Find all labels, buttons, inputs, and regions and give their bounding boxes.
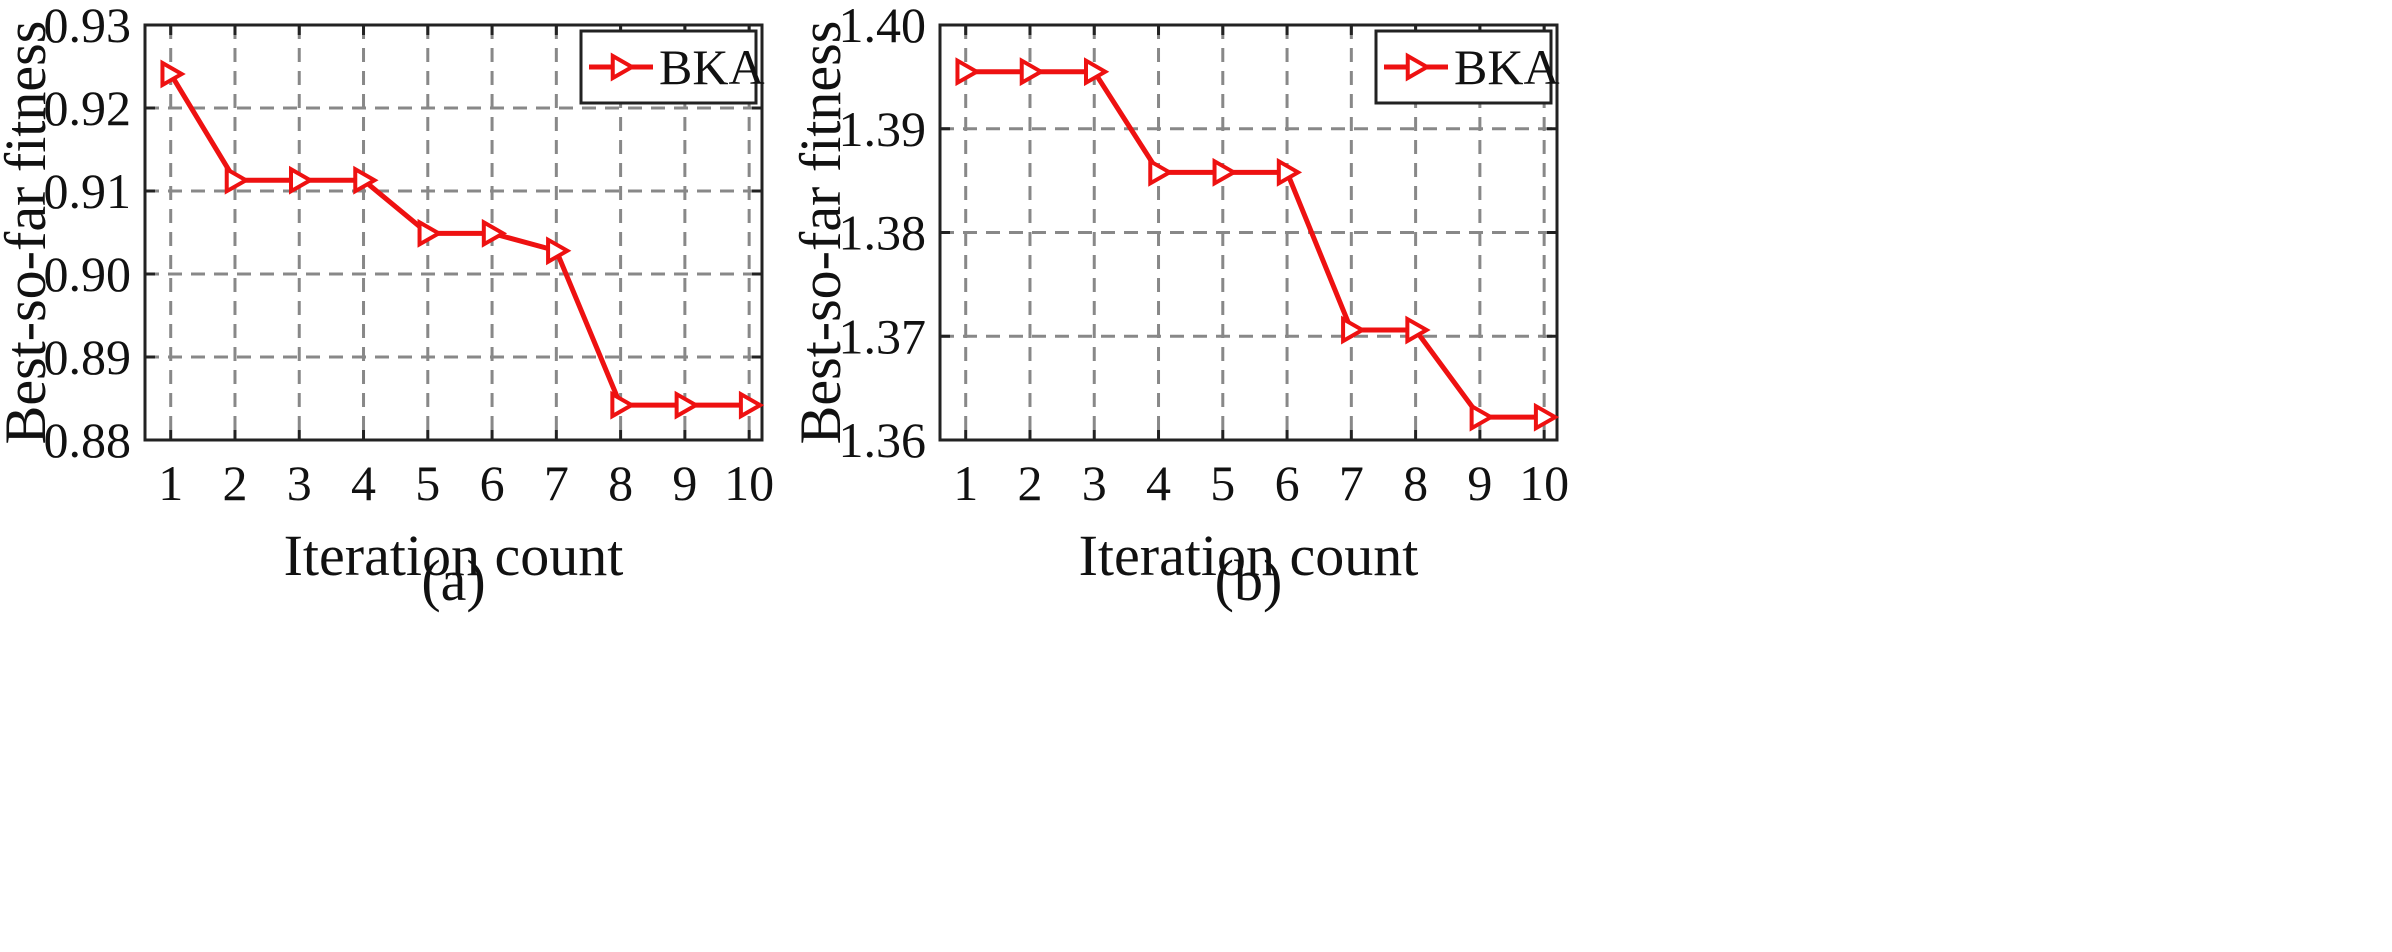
y-tick-label: 0.92 — [44, 80, 132, 136]
y-tick-label: 1.38 — [839, 205, 927, 261]
y-tick-label: 1.40 — [839, 0, 927, 53]
y-axis-label: Best-so-far fitness — [0, 21, 58, 445]
x-tick-label: 1 — [158, 455, 183, 511]
x-tick-label: 3 — [1082, 455, 1107, 511]
x-tick-label: 8 — [608, 455, 633, 511]
x-tick-label: 7 — [544, 455, 569, 511]
series-line-bka — [965, 69, 1545, 420]
data-point-marker — [289, 165, 315, 195]
data-point-marker — [353, 165, 379, 195]
data-point-marker — [1212, 157, 1238, 187]
data-point-marker — [417, 218, 443, 248]
x-tick-label: 9 — [1467, 455, 1492, 511]
series-line-bka — [168, 72, 750, 408]
legend-label: BKA — [659, 39, 765, 95]
legend-marker — [610, 52, 637, 82]
x-tick-label: 2 — [1017, 455, 1042, 511]
y-tick-label: 0.89 — [44, 329, 132, 385]
data-point-marker — [224, 165, 251, 195]
plot-area-frame — [143, 23, 764, 442]
x-tick-label: 2 — [222, 455, 247, 511]
data-point-marker — [674, 390, 700, 420]
data-point-marker — [738, 390, 765, 420]
y-tick-label: 1.36 — [839, 412, 927, 468]
data-point-marker — [1019, 57, 1046, 87]
data-point-marker — [1276, 157, 1303, 187]
x-tick-label: 4 — [1146, 455, 1171, 511]
panel-caption: (a) — [421, 548, 485, 613]
data-point-marker — [1405, 315, 1431, 345]
x-tick-label: 6 — [480, 455, 505, 511]
y-tick-label: 1.37 — [839, 308, 927, 364]
chart-panel-b: 1 2 3 4 5 6 7 8 9 10 1.36 1.37 1.38 1.39 1.40 Iteration… — [788, 0, 1569, 613]
y-tick-label: 0.88 — [44, 412, 132, 468]
panel-caption: (b) — [1215, 548, 1283, 613]
x-tick-label: 5 — [415, 455, 440, 511]
data-point-marker — [955, 57, 981, 87]
legend-marker — [1405, 52, 1432, 82]
data-point-marker — [481, 218, 508, 248]
x-tick-label: 7 — [1339, 455, 1364, 511]
y-tick-label: 0.90 — [44, 246, 132, 302]
data-point-marker — [1469, 402, 1495, 432]
y-axis-label: Best-so-far fitness — [788, 21, 853, 445]
y-tick-label: 0.93 — [44, 0, 132, 53]
data-point-marker — [1148, 157, 1174, 187]
data-point-marker — [1533, 402, 1560, 432]
x-tick-label: 4 — [351, 455, 376, 511]
x-tick-label: 8 — [1403, 455, 1428, 511]
x-tick-label: 1 — [953, 455, 978, 511]
data-point-marker — [160, 59, 186, 89]
x-tick-label: 6 — [1275, 455, 1300, 511]
x-tick-label: 10 — [724, 455, 774, 511]
data-point-marker — [546, 236, 572, 266]
x-tick-label: 3 — [287, 455, 312, 511]
x-axis-label: Iteration count — [1079, 523, 1419, 588]
data-point-marker — [1084, 57, 1110, 87]
y-tick-label: 1.39 — [839, 101, 927, 157]
x-axis-label: Iteration count — [284, 523, 624, 588]
legend-label: BKA — [1454, 39, 1560, 95]
data-point-marker — [1341, 315, 1367, 345]
chart-panel-a: 1 2 3 4 5 6 7 8 9 10 0.88 0.89 0.90 0.91 0.92 0.93 Itera… — [0, 0, 774, 613]
x-tick-label: 10 — [1519, 455, 1569, 511]
x-tick-label: 5 — [1210, 455, 1235, 511]
y-tick-label: 0.91 — [44, 163, 132, 219]
x-tick-label: 9 — [672, 455, 697, 511]
data-point-marker — [610, 390, 636, 420]
